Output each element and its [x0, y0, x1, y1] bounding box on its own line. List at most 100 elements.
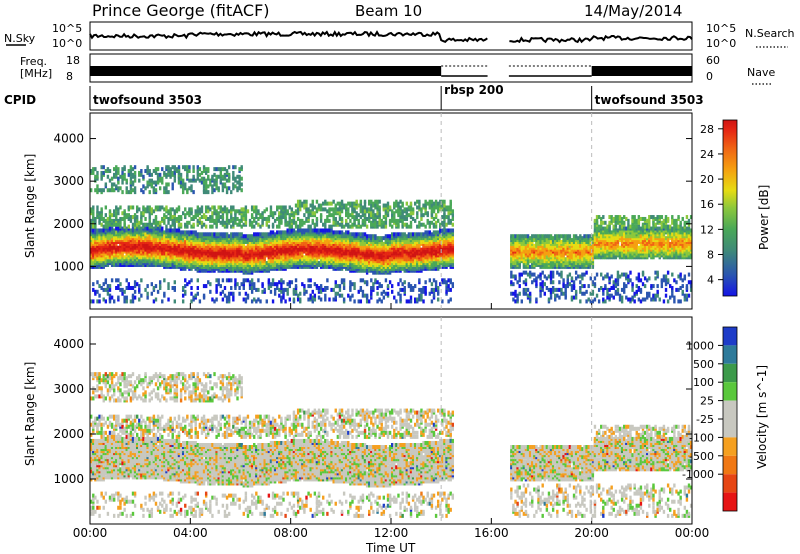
- power-cell: [413, 201, 417, 206]
- power-cell: [219, 220, 222, 225]
- power-cell: [384, 224, 388, 229]
- power-cell: [121, 291, 124, 296]
- power-cell: [349, 224, 352, 229]
- power-cell: [144, 207, 147, 212]
- power-cell: [202, 184, 206, 189]
- power-cell: [163, 234, 166, 239]
- power-cell: [198, 299, 202, 304]
- power-cell: [361, 293, 365, 298]
- power-cell: [250, 299, 254, 304]
- power-cell: [133, 284, 137, 289]
- power-cell: [420, 247, 423, 252]
- power-cell: [165, 215, 168, 220]
- power-cell: [420, 213, 423, 218]
- power-cell: [309, 293, 312, 298]
- power-cell: [200, 205, 204, 210]
- power-cell: [324, 247, 327, 252]
- power-cell: [154, 188, 158, 193]
- power-cell: [280, 289, 283, 294]
- power-cell: [202, 222, 206, 227]
- power-cell: [317, 203, 321, 208]
- power-cell: [223, 205, 227, 210]
- power-cell: [104, 218, 108, 223]
- power-cell: [232, 186, 235, 191]
- power-cell: [246, 209, 250, 214]
- power-cell: [188, 165, 191, 170]
- power-cell: [177, 205, 181, 210]
- power-cell: [98, 211, 101, 216]
- power-cell: [142, 211, 145, 216]
- power-cell: [213, 188, 216, 193]
- power-cell: [357, 232, 360, 237]
- power-cell: [424, 224, 427, 229]
- power-cell: [317, 285, 321, 290]
- power-cell: [209, 238, 212, 243]
- power-cell: [409, 232, 413, 237]
- power-cell: [271, 259, 275, 264]
- power-cell: [215, 297, 218, 302]
- power-cell: [163, 261, 166, 266]
- power-cell: [422, 203, 425, 208]
- power-cell: [393, 295, 396, 300]
- power-cell: [236, 282, 239, 287]
- power-cell: [227, 209, 231, 214]
- power-cell: [257, 216, 260, 221]
- power-cell: [391, 284, 394, 289]
- power-cell: [259, 213, 262, 218]
- power-cell: [340, 230, 344, 235]
- power-cell: [303, 203, 306, 208]
- power-cell: [215, 220, 218, 225]
- power-cell: [315, 216, 319, 221]
- power-cell: [227, 218, 231, 223]
- power-cell: [257, 278, 260, 283]
- power-cell: [230, 285, 233, 290]
- power-cell: [250, 278, 254, 283]
- power-cell: [374, 199, 377, 204]
- power-cell: [217, 174, 220, 179]
- power-cell: [94, 188, 97, 193]
- power-cell: [148, 169, 151, 174]
- power-cell: [240, 188, 243, 193]
- power-cell: [378, 220, 381, 225]
- power-cell: [242, 297, 245, 302]
- power-cell: [338, 205, 342, 210]
- power-cell: [401, 215, 404, 220]
- power-cell: [368, 299, 371, 304]
- power-cell: [129, 165, 133, 170]
- power-cell: [397, 238, 400, 243]
- power-cell: [156, 205, 160, 210]
- power-cell: [426, 218, 429, 223]
- power-cell: [244, 245, 248, 250]
- power-cell: [112, 167, 116, 172]
- power-cell: [382, 220, 386, 225]
- power-cell: [424, 285, 427, 290]
- power-cell: [213, 205, 216, 210]
- power-cell: [353, 201, 356, 206]
- power-cell: [359, 232, 363, 237]
- power-cell: [106, 167, 110, 172]
- power-cell: [190, 291, 193, 296]
- power-cell: [434, 280, 438, 285]
- power-cell: [359, 224, 363, 229]
- power-cell: [102, 261, 105, 266]
- power-cell: [401, 220, 404, 225]
- power-cell: [148, 178, 151, 183]
- power-cell: [443, 224, 446, 229]
- power-cell: [391, 213, 394, 218]
- power-cell: [265, 261, 268, 266]
- power-cell: [309, 228, 312, 233]
- power-cell: [146, 236, 149, 241]
- power-cell: [169, 167, 172, 172]
- power-cell: [223, 259, 227, 264]
- power-cell: [148, 172, 151, 177]
- power-cell: [370, 203, 373, 208]
- power-cell: [386, 291, 390, 296]
- power-cell: [255, 232, 258, 237]
- power-cell: [345, 211, 348, 216]
- power-cell: [347, 230, 350, 235]
- power-cell: [246, 243, 250, 248]
- power-cell: [248, 285, 252, 290]
- power-cell: [94, 289, 97, 294]
- power-cell: [211, 232, 214, 237]
- power-cell: [131, 167, 135, 172]
